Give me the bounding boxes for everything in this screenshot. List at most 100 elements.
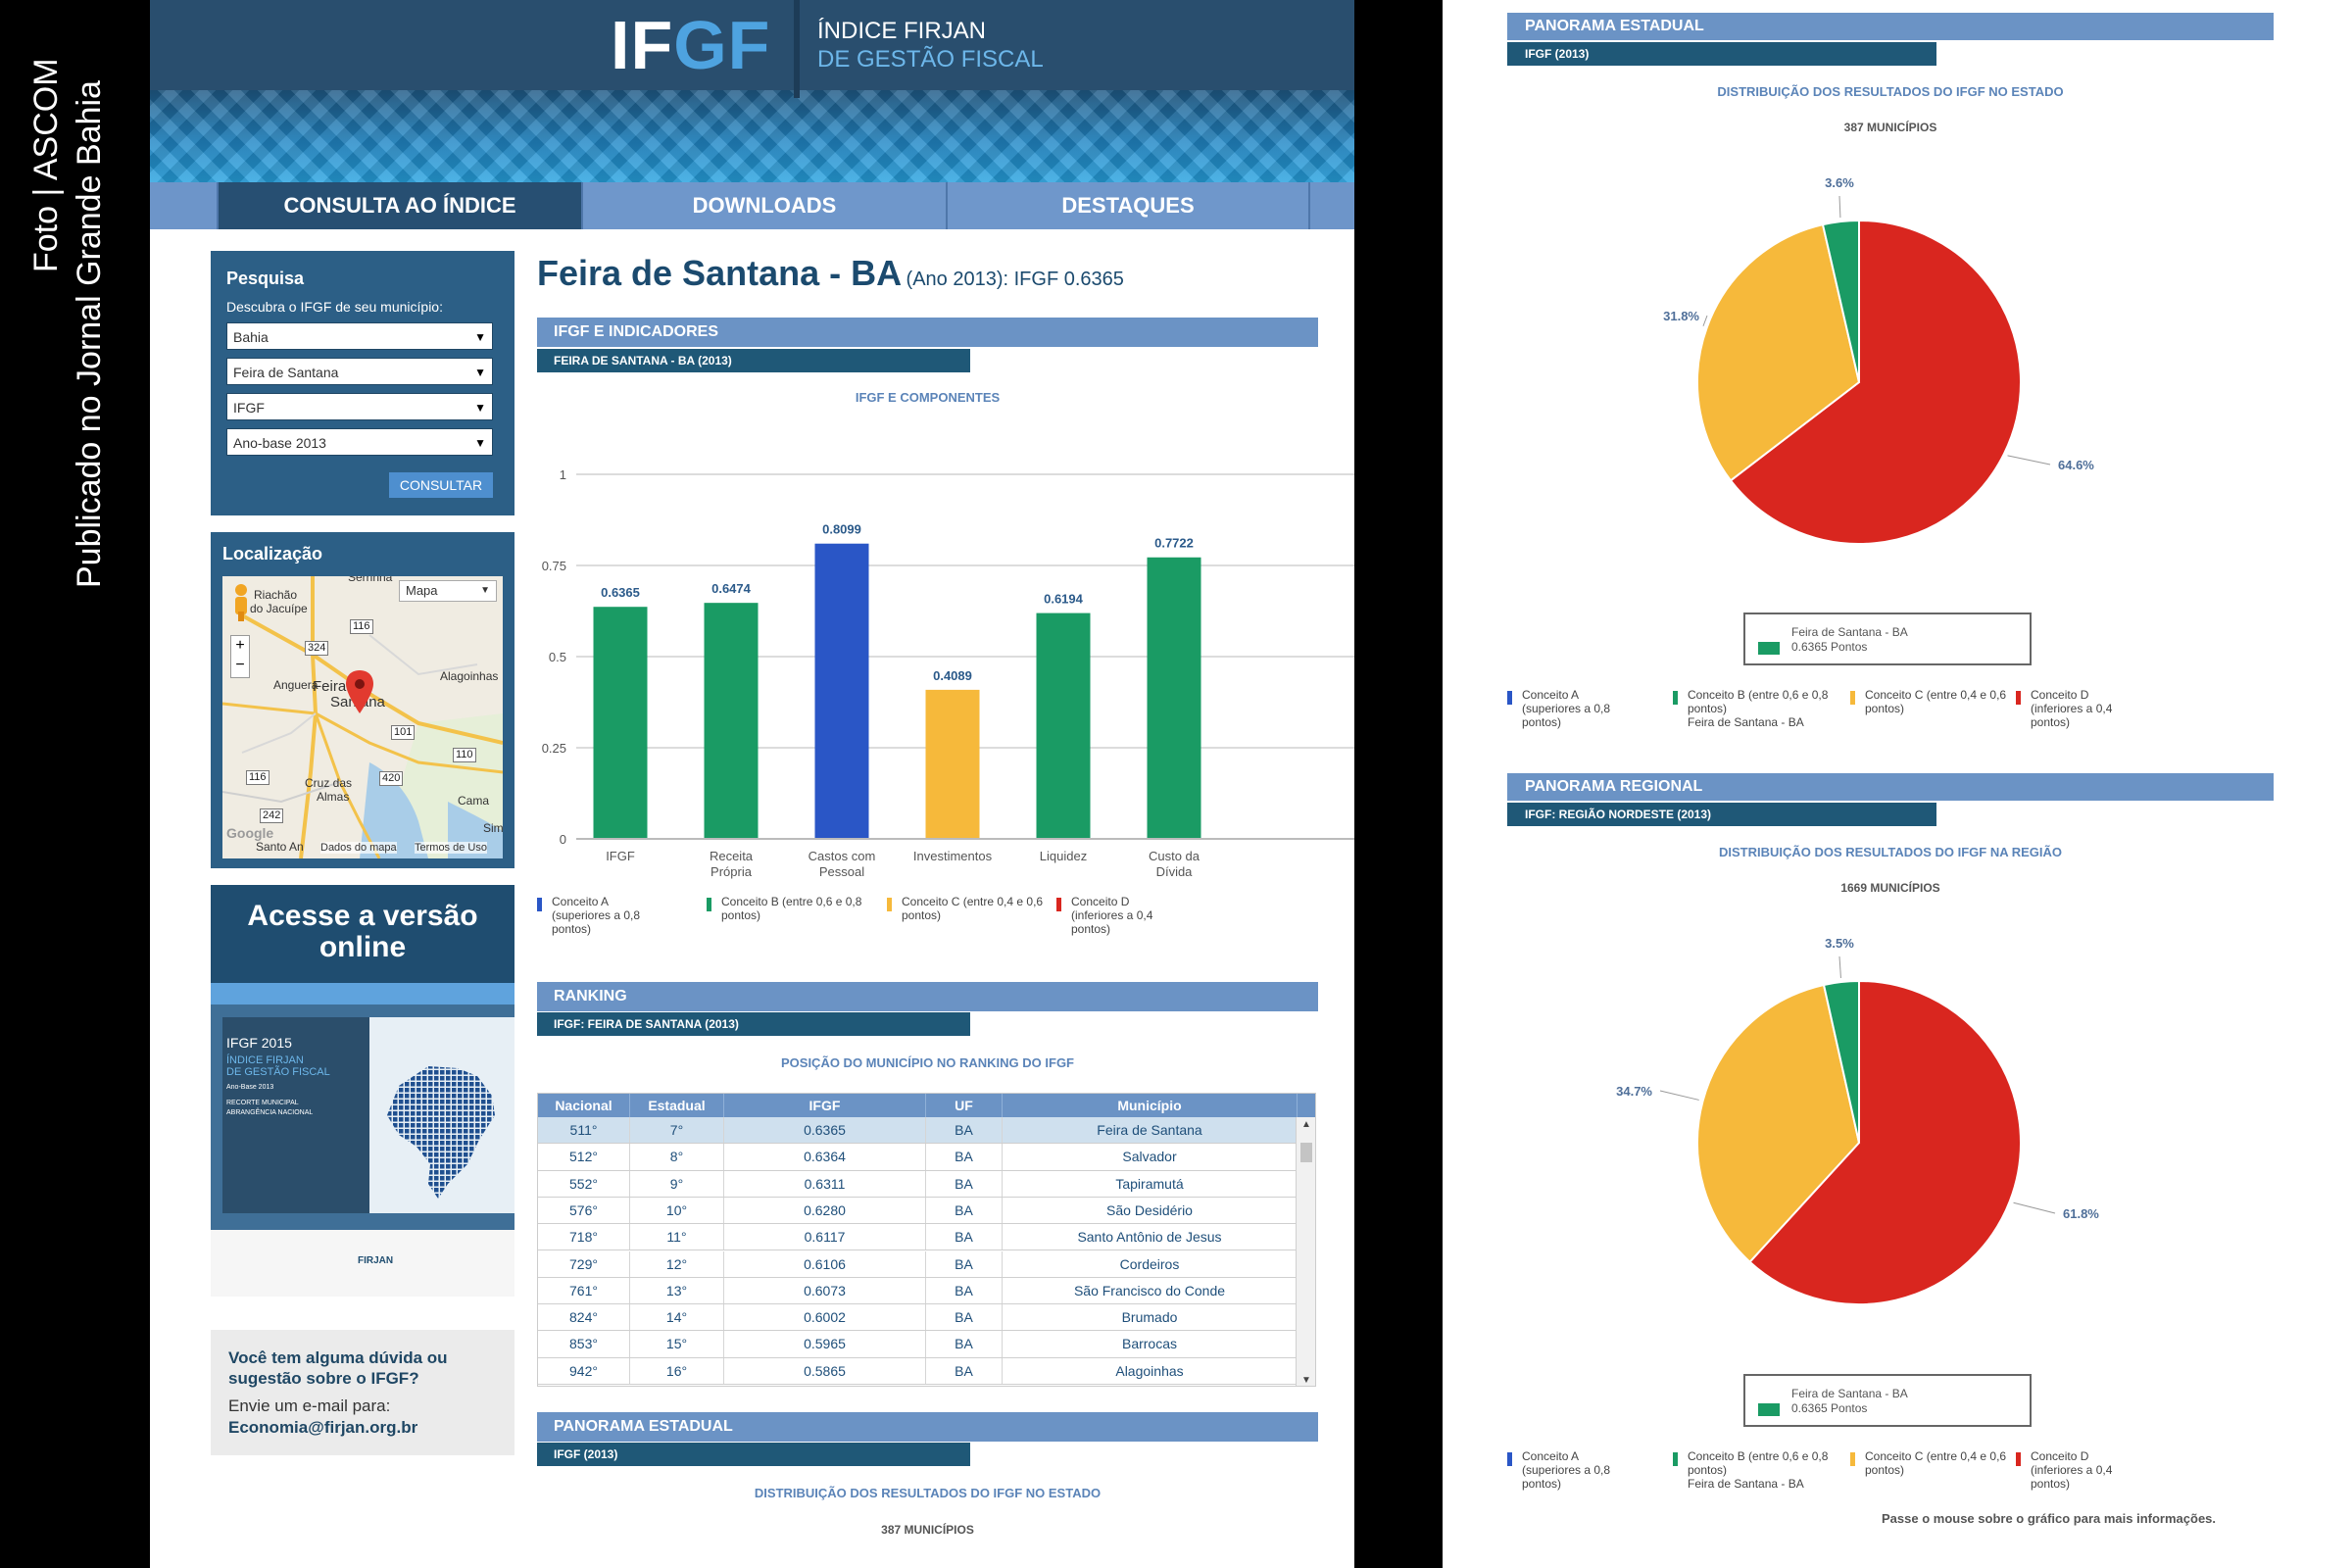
section-panorama-subtitle: IFGF (2013): [537, 1443, 970, 1466]
ranking-row[interactable]: 718° 11° 0.6117 BA Santo Antônio de Jesus: [538, 1224, 1298, 1251]
map-terms-link[interactable]: Termos de Uso: [415, 842, 487, 854]
ranking-row[interactable]: 729° 12° 0.6106 BA Cordeiros: [538, 1250, 1298, 1278]
location-title: Localização: [222, 544, 323, 564]
region-pie-highlight-box: Feira de Santana - BA 0.6365 Pontos: [1743, 1374, 2032, 1427]
consultar-button[interactable]: CONSULTAR: [389, 472, 493, 498]
ranking-cell: 512°: [538, 1144, 630, 1170]
ranking-row[interactable]: 512° 8° 0.6364 BA Salvador: [538, 1144, 1298, 1171]
legend-swatch-c: [1850, 691, 1855, 705]
map-data-link[interactable]: Dados do mapa: [320, 842, 397, 854]
chevron-down-icon: ▼: [474, 436, 486, 450]
search-title: Pesquisa: [226, 269, 305, 288]
legend-swatch-c: [887, 898, 892, 911]
map-type-select[interactable]: Mapa ▼: [399, 580, 497, 602]
page-title-detail: (Ano 2013): IFGF 0.6365: [906, 269, 1124, 290]
ranking-cell: Salvador: [1003, 1144, 1298, 1170]
x-tick-label: Castos com Pessoal: [808, 849, 876, 879]
tab-destaques[interactable]: DESTAQUES: [946, 182, 1310, 229]
tab-consulta[interactable]: CONSULTA AO ÍNDICE: [217, 182, 581, 229]
ranking-cell: 10°: [630, 1197, 724, 1224]
legend-label-a: Conceito A (superiores a 0,8 pontos): [1522, 1449, 1611, 1491]
section-panorama-title: PANORAMA ESTADUAL: [537, 1412, 1318, 1442]
ranking-cell: 15°: [630, 1331, 724, 1357]
city-select[interactable]: Feira de Santana ▼: [226, 358, 493, 385]
promo-title-line-1: Acesse a versão: [247, 900, 478, 932]
chevron-down-icon: ▼: [474, 401, 486, 415]
ranking-row[interactable]: 576° 10° 0.6280 BA São Desidério: [538, 1197, 1298, 1225]
right-page: PANORAMA ESTADUAL IFGF (2013) DISTRIBUIÇ…: [1443, 0, 2352, 1568]
scroll-up-arrow[interactable]: ▲: [1301, 1119, 1311, 1130]
state-select[interactable]: Bahia ▼: [226, 322, 493, 350]
region-pie-count: 1669 MUNICÍPIOS: [1840, 881, 1940, 895]
ranking-cell: 0.6117: [724, 1224, 926, 1250]
x-tick-label: IFGF: [606, 849, 635, 863]
site-header: IFGF ÍNDICE FIRJAN DE GESTÃO FISCAL: [150, 0, 1354, 182]
promo-footer-brand: FIRJAN: [358, 1255, 394, 1266]
page-title-city: Feira de Santana - BA: [537, 253, 903, 293]
contact-panel: Você tem alguma dúvida ou sugestão sobre…: [211, 1330, 514, 1455]
ranking-row[interactable]: 853° 15° 0.5965 BA Barrocas: [538, 1331, 1298, 1358]
logo-if: IF: [611, 7, 674, 83]
ranking-header-cell[interactable]: Nacional: [538, 1094, 630, 1117]
cover-year: IFGF 2015: [226, 1035, 292, 1051]
map-pin-icon[interactable]: [346, 670, 373, 713]
pegman-icon[interactable]: [230, 582, 252, 621]
ranking-row[interactable]: 511° 7° 0.6365 BA Feira de Santana: [538, 1117, 1298, 1145]
tab-downloads[interactable]: DOWNLOADS: [581, 182, 946, 229]
ifgf-logo[interactable]: IFGF: [611, 6, 770, 84]
online-version-banner[interactable]: Acesse a versão online IFGF 2015 ÍNDICE F…: [211, 885, 514, 1297]
promo-footer: FIRJAN: [211, 1230, 514, 1297]
ranking-header-cell[interactable]: IFGF: [724, 1094, 926, 1117]
ranking-cell: Cordeiros: [1003, 1250, 1298, 1277]
ranking-cell: 0.6073: [724, 1277, 926, 1304]
ranking-row[interactable]: 761° 13° 0.6073 BA São Francisco do Conde: [538, 1277, 1298, 1305]
ranking-scrollbar[interactable]: ▲ ▼: [1296, 1117, 1315, 1386]
indicator-select-value: IFGF: [233, 400, 265, 416]
ranking-cell: 9°: [630, 1170, 724, 1197]
pie-slice-label: 3.6%: [1825, 175, 1854, 190]
map-label-anguera: Anguera: [273, 678, 318, 692]
legend-label-d: Conceito D (inferiores a 0,4 pontos): [2031, 1449, 2113, 1491]
bar: [593, 607, 648, 839]
location-map[interactable]: Mapa ▼ + − Serrinha Riachão do Jacuípe An…: [222, 576, 503, 858]
ranking-cell: Alagoinhas: [1003, 1357, 1298, 1384]
zoom-control: + −: [230, 635, 250, 678]
logo-subtitle-1: ÍNDICE FIRJAN: [817, 18, 987, 44]
road-shield: 101: [391, 725, 416, 740]
scroll-down-arrow[interactable]: ▼: [1301, 1375, 1311, 1386]
ranking-header-cell[interactable]: Estadual: [630, 1094, 724, 1117]
bar-value-label: 0.6194: [1044, 592, 1084, 607]
ranking-cell: São Francisco do Conde: [1003, 1277, 1298, 1304]
ranking-row[interactable]: 552° 9° 0.6311 BA Tapiramutá: [538, 1170, 1298, 1198]
ranking-cell: 718°: [538, 1224, 630, 1250]
ranking-header-cell[interactable]: UF: [926, 1094, 1003, 1117]
ifgf-bar-chart: 0 0.25 0.5 0.75 1 0.6365 IFGF 0.6474 Receita Próp…: [542, 467, 1354, 879]
state-pie-chart: 64.6% 31.8% 3.6%: [1663, 175, 2094, 545]
legend-swatch-a: [1507, 1452, 1512, 1466]
bar: [1036, 612, 1091, 839]
ranking-cell: BA: [926, 1144, 1003, 1170]
contact-email-link[interactable]: Economia@firjan.org.br: [228, 1418, 418, 1437]
ranking-header-cell[interactable]: Município: [1003, 1094, 1298, 1117]
year-select[interactable]: Ano-base 2013 ▼: [226, 428, 493, 456]
zoom-out-button[interactable]: −: [235, 657, 245, 673]
ranking-cell: 942°: [538, 1357, 630, 1384]
ranking-cell: BA: [926, 1117, 1003, 1144]
highlight-name: Feira de Santana - BA: [1791, 1387, 1908, 1400]
watermark-strip: Foto | ASCOM Publicado no Jornal Grande …: [0, 0, 150, 1568]
contact-label: Envie um e-mail para:: [228, 1396, 391, 1415]
bar: [925, 689, 980, 839]
pie-slice: [1696, 983, 1861, 1264]
ranking-cell: 729°: [538, 1250, 630, 1277]
ranking-row[interactable]: 824° 14° 0.6002 BA Brumado: [538, 1304, 1298, 1332]
zoom-in-button[interactable]: +: [235, 637, 245, 654]
logo-subtitle-2: DE GESTÃO FISCAL: [817, 46, 1044, 73]
legend-label-c: Conceito C (entre 0,4 e 0,6 pontos): [902, 895, 1044, 922]
scroll-thumb[interactable]: [1300, 1143, 1312, 1162]
indicator-select[interactable]: IFGF ▼: [226, 393, 493, 420]
ranking-row[interactable]: 942° 16° 0.5865 BA Alagoinhas: [538, 1357, 1298, 1385]
legend-swatch-a: [1507, 691, 1512, 705]
legend-label-a: Conceito A (superiores a 0,8 pontos): [1522, 688, 1611, 729]
ranking-cell: BA: [926, 1224, 1003, 1250]
map-label-riachao: Riachão: [254, 588, 298, 602]
